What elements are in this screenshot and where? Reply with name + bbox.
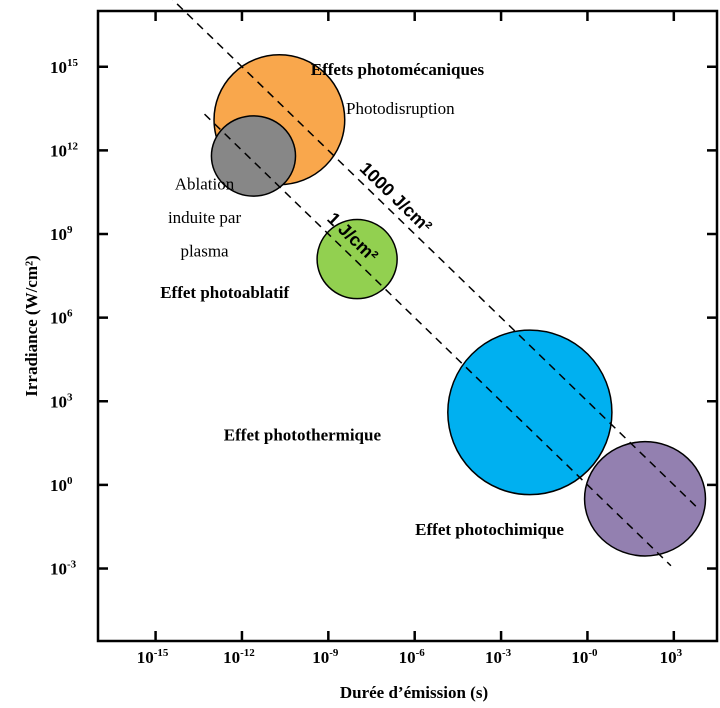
- y-tick-label: 103: [50, 391, 73, 411]
- annotation-plasma: plasma: [180, 241, 229, 260]
- region-effet-photoablatif: [316, 218, 398, 300]
- y-axis-title: Irradiance (W/cm²): [22, 255, 41, 397]
- x-tick-label: 103: [660, 647, 683, 667]
- annotations-layer: Effets photomécaniques Photodisruption Abl…: [160, 60, 564, 539]
- y-tick-label: 1015: [50, 57, 79, 77]
- annotation-ablation: Ablation: [175, 174, 235, 193]
- y-tick-label: 109: [50, 224, 73, 244]
- x-tick-label: 10-3: [485, 647, 512, 667]
- annotation-effet-photoablatif: Effet photoablatif: [160, 283, 289, 302]
- region-effet-photothermique: [447, 329, 613, 496]
- fluence-line-1: [204, 113, 672, 567]
- region-ablation-induite-par-plasma: [210, 115, 297, 197]
- annotation-effets-photom-caniques: Effets photomécaniques: [311, 60, 485, 79]
- axes-layer: [96, 9, 719, 643]
- annotation-induite-par: induite par: [168, 208, 242, 227]
- x-axis-title: Durée d’émission (s): [340, 683, 488, 702]
- x-tick-label: 10-6: [399, 647, 426, 667]
- x-tick-label: 10-15: [137, 647, 169, 667]
- regions-layer: [210, 54, 707, 557]
- y-tick-label: 1012: [50, 140, 79, 160]
- y-tick-label: 10-3: [50, 559, 77, 579]
- region-effet-photochimique: [583, 440, 707, 557]
- x-tick-label: 10-0: [571, 647, 598, 667]
- x-tick-label: 10-9: [312, 647, 339, 667]
- x-tick-label: 10-12: [223, 647, 255, 667]
- annotation-effet-photochimique: Effet photochimique: [415, 520, 564, 539]
- y-tick-label: 100: [50, 475, 73, 495]
- annotation-photodisruption: Photodisruption: [346, 99, 455, 118]
- annotation-effet-photothermique: Effet photothermique: [224, 425, 382, 444]
- y-tick-label: 106: [50, 308, 73, 328]
- ticks-layer: 10-15 10-12 10-9 10-6 10-3 10-0 103 1015 1012 109…: [50, 11, 717, 667]
- plot-frame: [96, 9, 719, 643]
- fluence-line-1000: [171, 0, 701, 511]
